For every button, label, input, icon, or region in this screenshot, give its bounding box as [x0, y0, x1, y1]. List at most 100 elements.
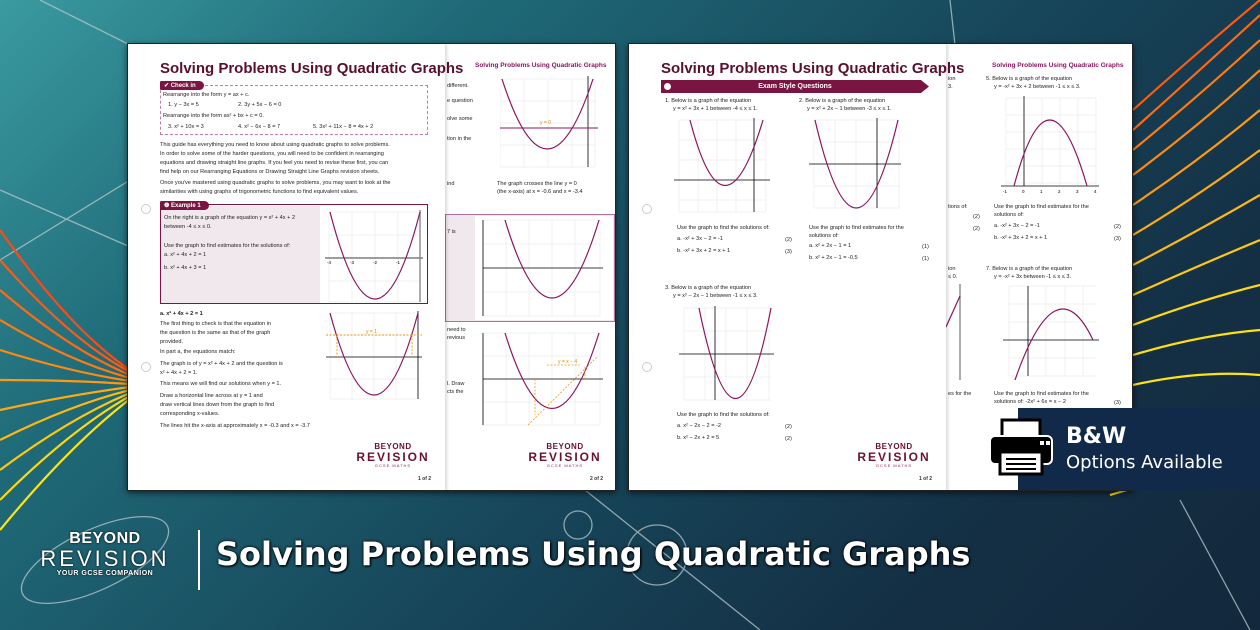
svg-text:2: 2	[1058, 189, 1061, 194]
question-2-equation: y = x² + 2x − 1 between -3 ≤ x ≤ 1.	[807, 106, 892, 112]
marks: (2)	[973, 226, 980, 232]
solution-text: This means we will find our solutions wh…	[160, 381, 282, 387]
marks: (2)	[785, 436, 792, 442]
check-in-text: Rearrange into the form y = ax + c.	[163, 92, 250, 98]
svg-text:4: 4	[1094, 189, 1097, 194]
question-2-text: 2. Below is a graph of the equation	[799, 98, 886, 104]
page-title: Solving Problems Using Quadratic Graphs	[160, 60, 464, 77]
graph-question-5: -1 0 1 2 3 4	[1001, 96, 1099, 194]
target-icon	[662, 81, 673, 92]
example-part-b: b. x² + 4x + 3 = 1	[164, 265, 207, 271]
solution-text: In part a, the equations match:	[160, 349, 236, 355]
partial-text: ion	[948, 76, 956, 82]
guide-label: y = 1	[366, 329, 377, 335]
graph-question-3	[679, 306, 774, 401]
example-text: between -4 ≤ x ≤ 0.	[164, 224, 212, 230]
check-in-question: 4. x² − 6x − 8 = 7	[238, 124, 281, 130]
check-in-question: 3. x² + 10x = 3	[168, 124, 204, 130]
question-1-part-a: a. -x² + 3x − 2 = -1	[677, 236, 723, 242]
example-part-a: a. x² + 4x + 2 = 1	[164, 252, 207, 258]
page-number: 2 of 2	[590, 476, 604, 482]
partial-text: es for the	[948, 391, 972, 397]
solution-text: The lines hit the x-axis at approximatel…	[160, 423, 310, 429]
logo-line-2: REVISION	[40, 546, 170, 571]
question-1-equation: y = x² + 3x + 1 between -4 ≤ x ≤ 1.	[673, 106, 758, 112]
example-1-box	[160, 204, 428, 304]
exam-style-questions-banner: Exam Style Questions	[661, 80, 929, 93]
svg-text:0: 0	[1022, 189, 1025, 194]
running-head: Solving Problems Using Quadratic Graphs	[475, 62, 607, 69]
worksheet-1: Solving Problems Using Quadratic Graphs …	[127, 43, 616, 491]
graph-question-1	[674, 118, 770, 213]
partial-text: e question	[447, 98, 473, 104]
marks: (2)	[785, 424, 792, 430]
running-head: Solving Problems Using Quadratic Graphs	[992, 62, 1124, 69]
solution-text: Draw a horizontal line across at y = 1 a…	[160, 393, 263, 399]
svg-text:3: 3	[1076, 189, 1079, 194]
question-2-part-a: a. x² + 2x − 1 = 1	[809, 243, 852, 249]
question-5-text: 5. Below is a graph of the equation	[986, 76, 1073, 82]
question-7-prompt: solutions of: -2x² + 6x = x − 2	[994, 399, 1066, 405]
marks: (2)	[973, 214, 980, 220]
example-text: On the right is a graph of the equation …	[164, 215, 296, 221]
question-5-prompt: solutions of:	[994, 212, 1024, 218]
check-in-text: Rearrange into the form ax² + bx + c = 0…	[163, 113, 264, 119]
partial-text: need to	[447, 327, 466, 333]
partial-text: tion in the	[447, 136, 472, 142]
worksheet-1-page-1: Solving Problems Using Quadratic Graphs …	[128, 44, 463, 490]
question-2-prompt: solutions of:	[809, 233, 839, 239]
marks: (3)	[785, 249, 792, 255]
question-1-part-b: b. -x² + 3x + 2 = x + 1	[677, 248, 731, 254]
svg-text:-4: -4	[327, 260, 331, 265]
question-7-equation: y = -x² + 3x between -1 ≤ x ≤ 3.	[994, 274, 1072, 280]
solution-text: The graph is of y = x² + 4x + 2 and the …	[160, 361, 283, 367]
question-5-prompt: Use the graph to find estimates for the	[994, 204, 1089, 210]
marks: (2)	[785, 237, 792, 243]
worksheet-1-page-2: Solving Problems Using Quadratic Graphs …	[444, 44, 615, 490]
solution-text: The first thing to check is that the equ…	[160, 321, 272, 327]
solution-text: draw vertical lines down from the graph …	[160, 402, 275, 408]
check-in-question: 5. 3x² + 11x − 8 = 4x + 2	[313, 124, 374, 130]
marks: (3)	[1114, 400, 1121, 406]
check-icon: ✔	[164, 83, 171, 89]
solution-text: x² + 4x + 2 = 1.	[160, 370, 198, 376]
footer-divider	[198, 530, 200, 590]
question-3-equation: y = x² − 2x − 1 between -1 ≤ x ≤ 3.	[673, 293, 758, 299]
intro-paragraph: find help on our Rearranging Equations o…	[160, 169, 380, 175]
intro-paragraph: similarities with using graphs of trigon…	[160, 189, 359, 195]
svg-text:-3: -3	[350, 260, 354, 265]
question-3-part-a: a. x² − 2x − 2 = -2	[677, 423, 721, 429]
punch-hole	[642, 362, 652, 372]
example-1-text-area	[160, 206, 320, 304]
punch-hole	[141, 204, 151, 214]
example-text: Use the graph to find estimates for the …	[164, 243, 291, 249]
page-number: 1 of 2	[919, 476, 933, 482]
guide-label: y = x − 4	[558, 359, 577, 365]
beyond-revision-logo: BEYOND REVISION GCSE MATHS	[528, 442, 602, 468]
svg-text:1: 1	[1040, 189, 1043, 194]
partial-text: ≤ 0.	[948, 274, 958, 280]
question-3-text: 3. Below is a graph of the equation	[665, 285, 752, 291]
banner-title: Solving Problems Using Quadratic Graphs	[216, 535, 971, 573]
partial-text: tions of:	[948, 204, 968, 210]
question-3-prompt: Use the graph to find the solutions of:	[677, 412, 770, 418]
check-in-question: 1. y − 3x = 5	[168, 102, 199, 108]
svg-text:-1: -1	[396, 260, 400, 265]
graph-question-2	[809, 118, 901, 209]
question-1-text: 1. Below is a graph of the equation	[665, 98, 752, 104]
partial-text: ion	[948, 266, 956, 272]
svg-text:-2: -2	[373, 260, 377, 265]
solution-heading: a. x² + 4x + 2 = 1	[160, 311, 203, 317]
intro-paragraph: equations and drawing straight line grap…	[160, 160, 389, 166]
beyond-revision-logo: BEYOND REVISION GCSE MATHS	[356, 442, 430, 468]
example-1-badge: ❶ Example 1	[160, 201, 209, 210]
printer-icon	[989, 418, 1053, 476]
partial-text: cts the	[447, 389, 464, 395]
info-icon: ❶	[164, 203, 172, 209]
graph-y-equals-1: y = 1	[326, 311, 422, 400]
partial-text: l. Draw	[447, 381, 465, 387]
marks: (1)	[922, 244, 929, 250]
svg-text:-1: -1	[1003, 189, 1007, 194]
partial-text: 3.	[948, 84, 953, 90]
partial-graph	[946, 284, 961, 380]
